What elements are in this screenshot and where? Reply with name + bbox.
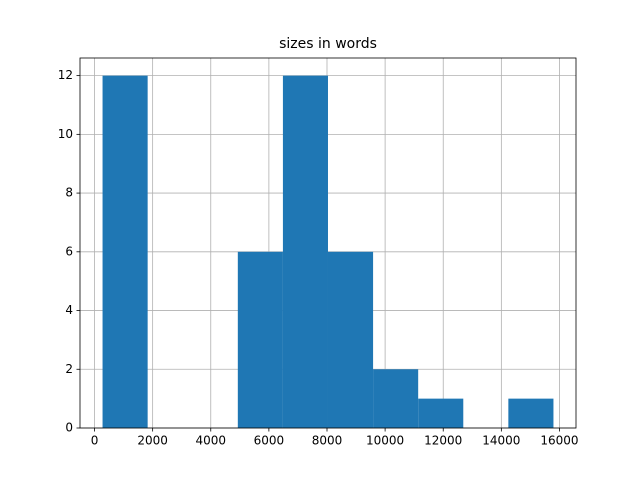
x-tick-label: 0: [91, 434, 99, 448]
bar: [102, 75, 148, 428]
x-tick-label: 2000: [137, 434, 168, 448]
bars: [102, 75, 554, 428]
axes-frame: [79, 57, 577, 429]
x-tick-label: 6000: [254, 434, 285, 448]
y-tick-label: 10: [58, 127, 73, 141]
y-tick-label: 0: [65, 421, 73, 435]
bar: [282, 75, 328, 428]
bar: [237, 251, 283, 428]
bar: [373, 369, 419, 428]
x-tick-label: 12000: [424, 434, 462, 448]
x-tick-label: 16000: [540, 434, 578, 448]
bar: [418, 398, 464, 428]
x-tick-label: 14000: [482, 434, 520, 448]
y-tick-label: 6: [65, 244, 73, 258]
bar: [327, 251, 374, 428]
x-tick-label: 8000: [312, 434, 343, 448]
x-tick-label: 4000: [195, 434, 226, 448]
y-tick-label: 12: [58, 68, 73, 82]
y-tick-label: 8: [65, 186, 73, 200]
chart-title: sizes in words: [279, 36, 377, 52]
x-tick-label: 10000: [366, 434, 404, 448]
y-tick-label: 4: [65, 303, 73, 317]
bar: [508, 398, 554, 428]
y-tick-label: 2: [65, 362, 73, 376]
ticks: 0 2000 4000 6000 8000 10000 12000 14000 16000 0 2 4…: [58, 68, 579, 447]
